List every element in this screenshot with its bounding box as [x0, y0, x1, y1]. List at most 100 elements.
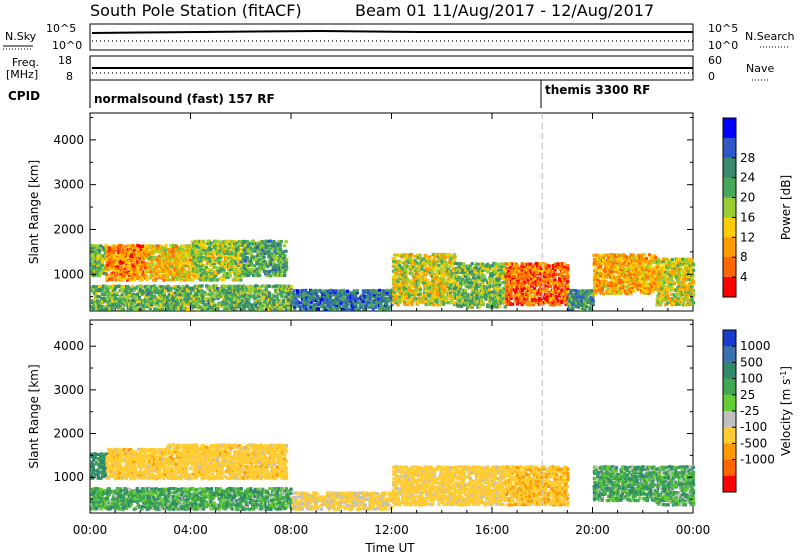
data-cell: [553, 274, 557, 278]
data-cell: [409, 267, 413, 271]
data-cell: [478, 272, 482, 276]
data-cell: [110, 297, 114, 301]
data-cell: [442, 255, 446, 259]
data-cell: [562, 274, 567, 279]
data-cell: [646, 267, 650, 271]
data-cell: [451, 263, 455, 267]
data-cell: [223, 239, 227, 244]
data-cell: [418, 267, 422, 271]
data-cell: [354, 293, 358, 297]
data-cell: [632, 289, 636, 293]
data-cell: [137, 302, 141, 307]
data-cell: [111, 262, 115, 266]
data-cell: [520, 288, 524, 292]
data-cell: [258, 249, 262, 253]
data-cell: [233, 278, 237, 282]
data-cell: [455, 283, 460, 287]
data-cell: [542, 276, 546, 281]
data-cell: [548, 297, 552, 301]
data-cell: [369, 292, 374, 296]
data-cell: [161, 258, 165, 262]
data-cell: [637, 281, 641, 285]
data-cell: [122, 244, 126, 248]
data-cell: [127, 264, 131, 268]
data-cell: [592, 261, 596, 265]
data-cell: [107, 267, 111, 272]
data-cell: [135, 303, 139, 307]
data-cell: [264, 261, 268, 265]
data-cell: [263, 251, 267, 255]
data-cell: [533, 274, 537, 279]
data-cell: [467, 305, 471, 309]
data-cell: [355, 291, 359, 295]
data-cell: [278, 248, 283, 252]
data-cell: [152, 278, 156, 282]
data-cell: [93, 250, 97, 254]
data-cell: [459, 295, 463, 299]
data-cell: [273, 266, 278, 270]
data-cell: [118, 284, 122, 289]
data-cell: [214, 287, 218, 291]
data-cell: [157, 262, 161, 266]
data-cell: [210, 250, 214, 254]
data-cell: [465, 278, 470, 283]
data-cell: [495, 270, 499, 274]
data-cell: [280, 263, 284, 268]
data-cell: [445, 267, 449, 271]
data-cell: [244, 293, 248, 297]
data-cell: [525, 285, 529, 289]
data-cell: [522, 274, 526, 278]
data-cell: [135, 285, 139, 289]
data-cell: [137, 295, 141, 299]
data-cell: [454, 286, 458, 290]
data-cell: [619, 279, 623, 283]
data-cell: [470, 272, 474, 276]
data-cell: [641, 276, 645, 280]
data-cell: [207, 245, 212, 249]
data-cell: [368, 301, 372, 305]
data-cell: [452, 253, 456, 257]
data-cell: [474, 280, 478, 284]
data-cell: [189, 264, 193, 268]
data-cell: [599, 261, 603, 265]
data-cell: [156, 258, 160, 262]
data-cell: [114, 266, 118, 270]
data-cell: [576, 305, 580, 309]
data-cell: [562, 289, 566, 293]
data-cell: [123, 303, 127, 307]
data-cell: [167, 278, 171, 282]
data-cell: [459, 281, 463, 285]
data-cell: [451, 285, 455, 289]
data-cell: [440, 255, 444, 259]
data-cell: [110, 303, 114, 307]
data-cell: [405, 253, 409, 257]
data-cell: [488, 281, 493, 285]
data-cell: [330, 293, 334, 297]
data-cell: [531, 290, 535, 295]
data-cell: [169, 288, 173, 292]
data-cell: [600, 286, 604, 290]
data-cell: [393, 257, 397, 261]
cpid-segment-1: normalsound (fast) 157 RF: [94, 92, 275, 106]
data-cell: [223, 264, 227, 268]
data-cell: [573, 289, 577, 293]
data-cell: [247, 273, 251, 277]
data-cell: [139, 250, 143, 254]
data-cell: [432, 261, 436, 265]
data-cell: [514, 266, 518, 270]
data-cell: [511, 276, 515, 280]
data-cell: [101, 286, 105, 291]
data-cell: [648, 267, 652, 271]
data-cell: [544, 280, 548, 284]
data-cell: [453, 273, 457, 277]
data-cell: [228, 242, 232, 246]
data-cell: [150, 298, 154, 303]
data-cell: [306, 297, 310, 301]
data-cell: [449, 269, 454, 273]
data-cell: [539, 262, 543, 266]
data-cell: [222, 249, 226, 253]
data-cell: [111, 258, 115, 262]
data-cell: [253, 264, 257, 268]
data-cell: [234, 287, 238, 291]
data-cell: [390, 303, 394, 307]
